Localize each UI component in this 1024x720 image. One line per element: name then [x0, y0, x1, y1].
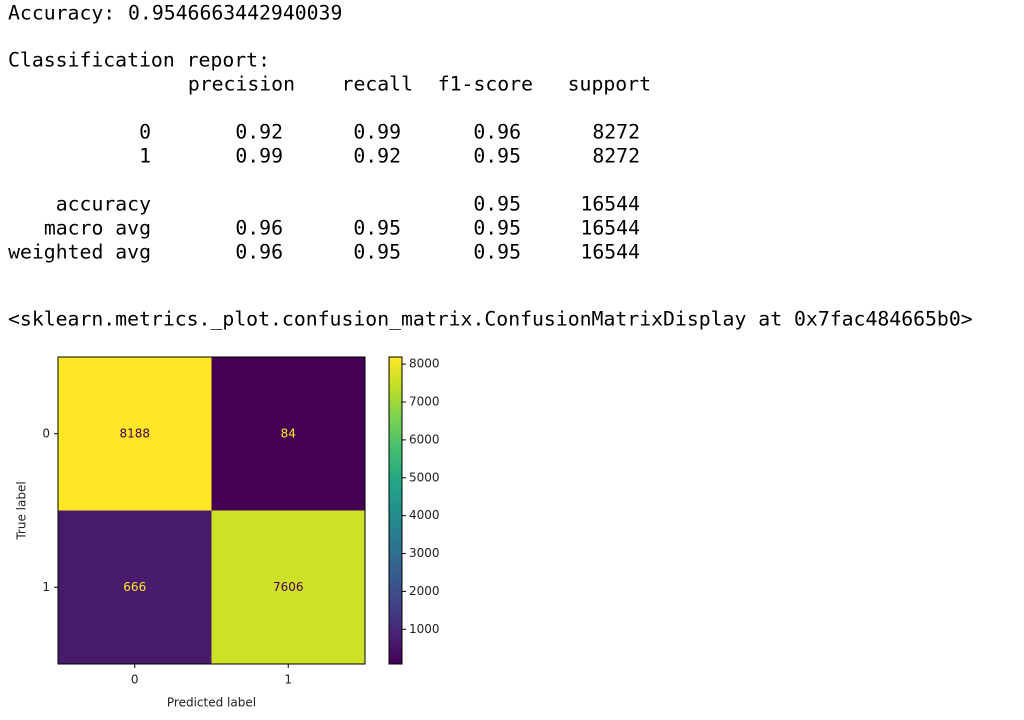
colorbar-tick-label: 4000: [409, 508, 440, 522]
report-cell: 0.96: [235, 217, 283, 240]
report-cell: 16544: [580, 241, 640, 264]
accuracy-label: Accuracy:: [8, 2, 115, 25]
report-cell: 0.92: [353, 145, 401, 168]
cell-label: 666: [123, 580, 146, 594]
heatmap-cell: [211, 510, 365, 664]
report-row-label: 0: [139, 121, 151, 144]
report-cell: 0.95: [473, 145, 521, 168]
report-title: Classification report:: [8, 49, 270, 72]
y-tick-label: 1: [42, 580, 50, 594]
colorbar-tick-label: 5000: [409, 470, 440, 484]
x-tick-label: 1: [284, 673, 292, 687]
colorbar-tick-label: 7000: [409, 395, 440, 409]
report-cell: 0.99: [353, 121, 401, 144]
report-cell: 0.96: [473, 121, 521, 144]
x-axis-label: Predicted label: [167, 696, 256, 710]
heatmap-cell: [211, 357, 365, 511]
heatmap-cell: [58, 510, 212, 664]
report-cell: 16544: [580, 193, 640, 216]
report-cell: 0.95: [473, 217, 521, 240]
report-header: precision: [188, 73, 295, 96]
colorbar-tick-label: 8000: [409, 357, 440, 371]
accuracy-value: 0.9546663442940039: [128, 2, 342, 25]
report-header: recall: [342, 73, 413, 96]
report-cell: 0.92: [235, 121, 283, 144]
axes-frame: [57, 356, 366, 665]
report-row-label: accuracy: [56, 193, 151, 216]
y-axis-label: True label: [15, 481, 29, 540]
x-tick-label: 0: [131, 673, 139, 687]
report-cell: 0.95: [353, 241, 401, 264]
report-cell: 8272: [592, 145, 640, 168]
report-cell: 16544: [580, 217, 640, 240]
report-cell: 0.95: [353, 217, 401, 240]
report-cell: 0.95: [473, 241, 521, 264]
report-cell: 0.95: [473, 193, 521, 216]
report-cell: 0.99: [235, 145, 283, 168]
report-row-label: 1: [139, 145, 151, 168]
cell-label: 7606: [273, 580, 304, 594]
heatmap-cell: [58, 357, 212, 511]
cell-label: 8188: [119, 426, 150, 440]
colorbar-tick-label: 6000: [409, 432, 440, 446]
report-cell: 8272: [592, 121, 640, 144]
report-header: f1-score: [438, 73, 533, 96]
colorbar-tick-label: 1000: [409, 622, 440, 636]
report-row-label: weighted avg: [8, 241, 151, 264]
colorbar: [388, 356, 403, 665]
report-cell: 0.96: [235, 241, 283, 264]
colorbar-tick-label: 3000: [409, 546, 440, 560]
cell-label: 84: [281, 426, 296, 440]
report-header: support: [568, 73, 651, 96]
report-row-label: macro avg: [44, 217, 151, 240]
repr-text: <sklearn.metrics._plot.confusion_matrix.…: [8, 308, 973, 331]
y-tick-label: 0: [42, 426, 50, 440]
colorbar-tick-label: 2000: [409, 584, 440, 598]
